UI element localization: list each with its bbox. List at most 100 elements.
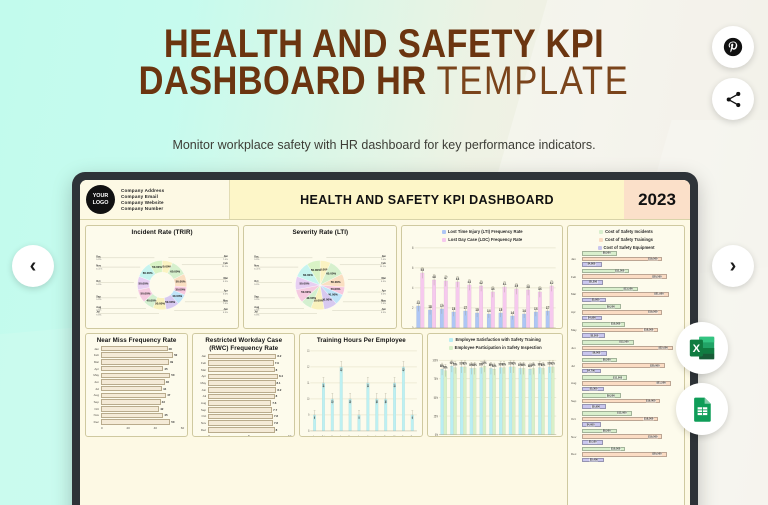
hbar-track: 47	[101, 392, 184, 399]
cost-bar-value-label: $5,300	[589, 387, 598, 391]
pie-percent-label: 9.3%	[96, 259, 101, 261]
hbar-value-label: 43	[161, 400, 165, 405]
cost-bar-row: $4,900	[582, 315, 681, 321]
cost-bar-row: $20,500	[582, 274, 681, 279]
bar-value-label: 10	[349, 399, 351, 404]
hbar-row: Dec 8	[196, 427, 291, 433]
dashboard-header: YOUR LOGO Company Address Company Email Co…	[80, 180, 690, 220]
cost-bar-fill	[582, 411, 632, 416]
legend-satisfaction-item: Employee Participation in Safety Inspect…	[448, 345, 542, 350]
cost-bar-row: $20,000	[582, 363, 681, 368]
pie-percent-label: 9.3%	[255, 314, 260, 316]
bar-value-label: 1.4	[488, 309, 492, 313]
bar-value-label: 9	[359, 415, 360, 420]
hbar-category-label: Dec	[200, 427, 207, 432]
hbar-fill	[208, 373, 278, 380]
hbar-row: Jan 8.2	[196, 353, 291, 360]
pie-value-label: 50.00%	[322, 297, 332, 301]
hbar-value-label: 7.8	[274, 414, 279, 419]
x-tick-label: 5	[248, 433, 250, 437]
bar	[538, 367, 542, 435]
pie-percent-label: 11.1%	[96, 268, 102, 270]
pinterest-save-button[interactable]	[712, 26, 754, 68]
card-costs[interactable]: Cost of Safety Incidents Cost of Safety T…	[567, 225, 685, 505]
card-incident-rate-trir[interactable]: Incident Rate (TRIR) 40.00% Jan 7.4% 60.00%…	[85, 225, 240, 329]
cost-bar-value-label: $21,500	[655, 381, 667, 385]
hbar-fill	[208, 366, 275, 373]
card-severity-rate-lti[interactable]: Severity Rate (LTI) 40.00% Jan 7.4% 60.00% F…	[243, 225, 398, 329]
company-line-1: Company Email	[121, 194, 159, 199]
cost-bar-row: $5,900	[582, 404, 681, 410]
hbar-track: 8	[208, 366, 291, 373]
x-tick-label: 10	[287, 433, 292, 437]
share-button[interactable]	[712, 78, 754, 120]
bar	[479, 367, 484, 435]
hbar-value-label: 46	[165, 379, 169, 384]
carousel-next-button[interactable]: ›	[712, 245, 754, 287]
bar-value-label: 90%	[538, 362, 542, 367]
download-excel-button[interactable]: X	[676, 322, 728, 374]
pie-value-label: 50.00%	[155, 301, 165, 305]
cost-bar-row: $21,000	[582, 292, 681, 297]
bar-value-label: 90%	[499, 362, 503, 367]
hbar-fill	[208, 407, 273, 413]
cost-bar-fill	[582, 452, 667, 457]
pie-category-label: Apr	[382, 289, 386, 292]
card-near-miss[interactable]: Near Miss Frequency Rate Jan 48 Feb 52 Mar 49…	[85, 333, 189, 437]
hbar-fill	[208, 413, 274, 420]
hbar-fill	[101, 379, 165, 385]
cost-bar-value-label: $13,500	[622, 287, 634, 291]
dashboard-screen: YOUR LOGO Company Address Company Email Co…	[80, 180, 690, 505]
pie-value-label: 50.00%	[176, 279, 186, 283]
hbar-row: Aug 7.6	[196, 400, 291, 406]
hbar-row: Sep 7.7	[196, 407, 291, 413]
card-rwc[interactable]: Restricted Workday Case (RWC) Frequency …	[192, 333, 296, 437]
pie-value-label: 60.00%	[143, 271, 153, 275]
cost-bar-row: $22,000	[582, 345, 681, 351]
cost-bar-value-label: $5,500	[589, 334, 599, 338]
hbar-value-label: 44	[162, 386, 167, 391]
company-logo: YOUR LOGO	[86, 185, 115, 214]
x-category-label: Feb	[322, 434, 326, 437]
carousel-prev-button[interactable]: ‹	[12, 245, 54, 287]
pie-value-label: 40.00%	[161, 264, 171, 268]
pie-percent-label: 11.1%	[255, 268, 261, 270]
y-tick-label: 6	[412, 266, 414, 270]
cost-bar-value-label: $20,500	[651, 275, 663, 279]
bar-value-label: 4.1	[503, 282, 507, 286]
cost-bar-value-label: $4,800	[586, 262, 596, 266]
hbar-category-label: Jan	[201, 354, 207, 359]
bar	[522, 368, 526, 435]
cost-month-label: Jun	[571, 345, 576, 350]
pie-category-label: Jul	[255, 310, 259, 313]
cost-bar-value-label: $11,500	[614, 269, 625, 273]
card-training-hours[interactable]: Training Hours Per Employee 8 9 10 11 12 13 9 J…	[299, 333, 424, 437]
hbar-row: Jun 46	[89, 379, 184, 385]
cost-bar-row: $12,000	[582, 411, 681, 416]
bar	[489, 368, 493, 435]
hbar-track: 45	[101, 365, 184, 372]
pie-value-label: 50.00%	[140, 291, 150, 295]
bar	[512, 366, 516, 435]
download-google-sheets-button[interactable]	[676, 383, 728, 435]
bar	[366, 382, 370, 431]
cost-bar-fill	[582, 274, 667, 279]
legend-swatch-icon	[441, 229, 446, 234]
hbar-row: Jul 8	[196, 393, 291, 400]
hbar-track: 7.8	[208, 413, 291, 420]
bar	[499, 367, 503, 435]
cost-bar-fill	[582, 446, 626, 452]
legend-swatch-icon	[448, 345, 453, 350]
y-tick-label: 13	[308, 348, 311, 353]
pie-percent-label: 9.3%	[381, 312, 386, 314]
card-satisfaction[interactable]: Employee Satisfaction with Safety Traini…	[427, 333, 563, 437]
cost-bar-value-label: $10,500	[610, 447, 621, 451]
y-tick-label: 50%	[434, 395, 439, 400]
hbar-fill	[208, 360, 274, 366]
hbar-fill	[101, 385, 162, 392]
card-lti-ldc-frequency[interactable]: Lost Time Injury (LTI) Frequency Rate Los…	[401, 225, 564, 329]
pie-category-label: Nov	[255, 264, 260, 267]
cost-bar-row: $5,800	[582, 297, 681, 303]
company-info: Company Address Company Email Company Webs…	[121, 188, 164, 211]
cost-bar-fill	[582, 268, 630, 274]
